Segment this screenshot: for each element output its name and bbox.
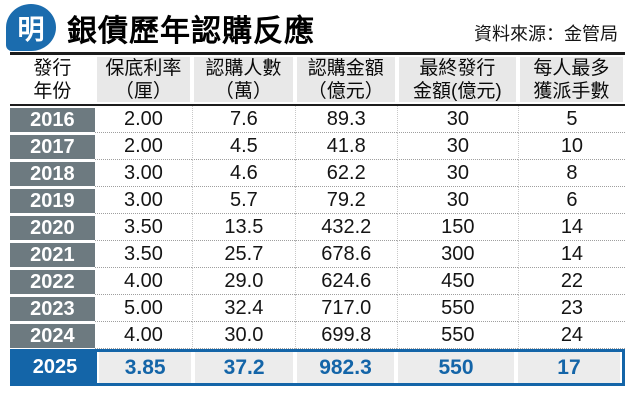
value-cell: 14 — [517, 214, 625, 241]
table-row: 2022 4.00 29.0 624.6 450 22 — [10, 268, 625, 295]
table-row: 2018 3.00 4.6 62.2 30 8 — [10, 160, 625, 187]
value-cell: 23 — [517, 295, 625, 322]
value-cell: 5.7 — [192, 187, 295, 214]
value-cell: 41.8 — [294, 133, 397, 160]
value-cell: 62.2 — [294, 160, 397, 187]
table-row: 2020 3.50 13.5 432.2 150 14 — [10, 214, 625, 241]
top-rule-divider — [10, 52, 625, 55]
value-cell: 5.00 — [94, 295, 193, 322]
value-cell: 4.5 — [192, 133, 295, 160]
column-header-line1: 發行 — [33, 57, 72, 79]
value-cell: 17 — [516, 352, 622, 383]
silver-bond-table: 發行 年份 保底利率 （厘） 認購人數 （萬） 認購金額 （億元） 最終發行 金額(億元) 每人最多… — [10, 52, 625, 386]
year-cell: 2020 — [10, 214, 95, 241]
value-cell: 300 — [396, 241, 518, 268]
column-header-1: 保底利率 （厘） — [95, 55, 192, 104]
value-cell: 30.0 — [192, 322, 295, 349]
year-cell: 2018 — [10, 160, 95, 187]
year-cell: 2019 — [10, 187, 95, 214]
page-title: 銀債歷年認購反應 — [67, 14, 315, 48]
column-header-3: 認購金額 （億元） — [295, 55, 397, 104]
column-header-2: 認購人數 （萬） — [192, 55, 295, 104]
column-header-line2: 金額(億元) — [413, 80, 502, 102]
value-cell: 550 — [396, 322, 518, 349]
column-header-line1: 認購人數 — [205, 57, 282, 79]
year-cell: 2024 — [10, 322, 95, 349]
value-cell: 4.6 — [192, 160, 295, 187]
value-cell: 3.85 — [97, 352, 193, 383]
mingpao-logo-icon: 明 — [6, 4, 56, 51]
table-header-row: 發行 年份 保底利率 （厘） 認購人數 （萬） 認購金額 （億元） 最終發行 金額(億元) 每人最多… — [10, 55, 625, 106]
column-header-line1: 認購金額 — [307, 57, 384, 79]
logo-character: 明 — [17, 15, 45, 45]
value-cell: 624.6 — [294, 268, 397, 295]
value-cell: 29.0 — [192, 268, 295, 295]
value-cell: 3.00 — [94, 187, 193, 214]
value-cell: 4.00 — [94, 268, 193, 295]
value-cell: 32.4 — [192, 295, 295, 322]
table-row: 2017 2.00 4.5 41.8 30 10 — [10, 133, 625, 160]
value-cell: 717.0 — [294, 295, 397, 322]
value-cell: 14 — [517, 241, 625, 268]
column-header-line2: （萬） — [214, 80, 272, 102]
column-header-line1: 每人最多 — [533, 57, 610, 79]
value-cell: 699.8 — [294, 322, 397, 349]
value-cell: 6 — [517, 187, 625, 214]
value-cell: 678.6 — [294, 241, 397, 268]
column-header-line2: 獲派手數 — [533, 80, 610, 102]
value-cell: 2.00 — [94, 106, 193, 133]
value-cell: 89.3 — [294, 106, 397, 133]
value-cell: 8 — [517, 160, 625, 187]
year-cell: 2025 — [13, 352, 98, 383]
year-cell: 2021 — [10, 241, 95, 268]
year-cell: 2017 — [10, 133, 95, 160]
year-cell: 2022 — [10, 268, 95, 295]
table-row: 2021 3.50 25.7 678.6 300 14 — [10, 241, 625, 268]
value-cell: 37.2 — [193, 352, 295, 383]
value-cell: 3.50 — [94, 214, 193, 241]
table-row: 2023 5.00 32.4 717.0 550 23 — [10, 295, 625, 322]
value-cell: 30 — [396, 187, 518, 214]
value-cell: 22 — [517, 268, 625, 295]
column-header-line1: 保底利率 — [105, 57, 182, 79]
table-body: 2016 2.00 7.6 89.3 30 5 2017 2.00 4.5 41.8 30 10 201… — [10, 106, 625, 386]
value-cell: 150 — [396, 214, 518, 241]
data-source-label: 資料來源：金管局 — [474, 23, 618, 44]
value-cell: 30 — [396, 133, 518, 160]
column-header-line2: 年份 — [33, 80, 72, 102]
value-cell: 13.5 — [192, 214, 295, 241]
value-cell: 30 — [396, 106, 518, 133]
value-cell: 5 — [517, 106, 625, 133]
column-header-4: 最終發行 金額(億元) — [397, 55, 518, 104]
value-cell: 3.50 — [94, 241, 193, 268]
value-cell: 2.00 — [94, 133, 193, 160]
value-cell: 24 — [517, 322, 625, 349]
value-cell: 79.2 — [294, 187, 397, 214]
column-header-line1: 最終發行 — [419, 57, 496, 79]
column-header-5: 每人最多 獲派手數 — [518, 55, 625, 104]
table-row: 2019 3.00 5.7 79.2 30 6 — [10, 187, 625, 214]
year-cell: 2023 — [10, 295, 95, 322]
value-cell: 432.2 — [294, 214, 397, 241]
column-header-line2: （億元） — [307, 80, 384, 102]
column-header-0: 發行 年份 — [10, 55, 95, 104]
value-cell: 25.7 — [192, 241, 295, 268]
table-row: 2024 4.00 30.0 699.8 550 24 — [10, 322, 625, 349]
value-cell: 10 — [517, 133, 625, 160]
value-cell: 550 — [396, 295, 518, 322]
value-cell: 7.6 — [192, 106, 295, 133]
value-cell: 3.00 — [94, 160, 193, 187]
value-cell: 982.3 — [295, 352, 396, 383]
table-row: 2016 2.00 7.6 89.3 30 5 — [10, 106, 625, 133]
value-cell: 4.00 — [94, 322, 193, 349]
value-cell: 450 — [396, 268, 518, 295]
value-cell: 550 — [396, 352, 516, 383]
year-cell: 2016 — [10, 106, 95, 133]
table-row-highlighted: 2025 3.85 37.2 982.3 550 17 — [10, 349, 625, 386]
value-cell: 30 — [396, 160, 518, 187]
masthead: 明 銀債歷年認購反應 資料來源：金管局 — [0, 0, 630, 52]
column-header-line2: （厘） — [114, 80, 172, 102]
